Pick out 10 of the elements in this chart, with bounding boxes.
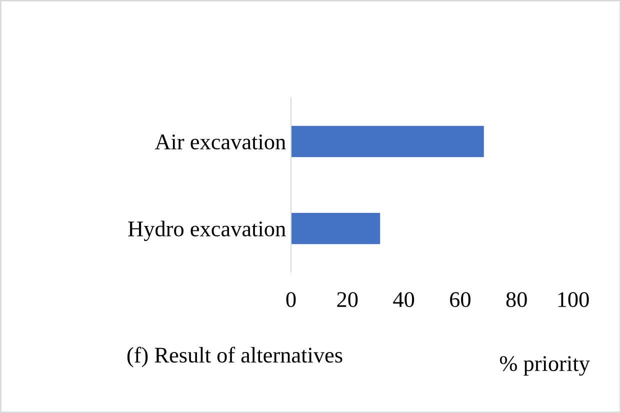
- x-tick-label: 40: [393, 292, 414, 308]
- y-tick-label: Hydro excavation: [128, 220, 286, 242]
- x-tick-label: 100: [558, 292, 589, 308]
- y-tick-label: Air excavation: [154, 134, 286, 150]
- text: (f) Result of alternatives: [127, 346, 342, 368]
- x-tick-label: 80: [506, 292, 527, 308]
- x-axis-title: % priority: [500, 356, 590, 376]
- x-tick-label: 20: [337, 292, 358, 308]
- x-tick-label: 0: [286, 292, 296, 308]
- x-tick-label: 60: [450, 292, 470, 308]
